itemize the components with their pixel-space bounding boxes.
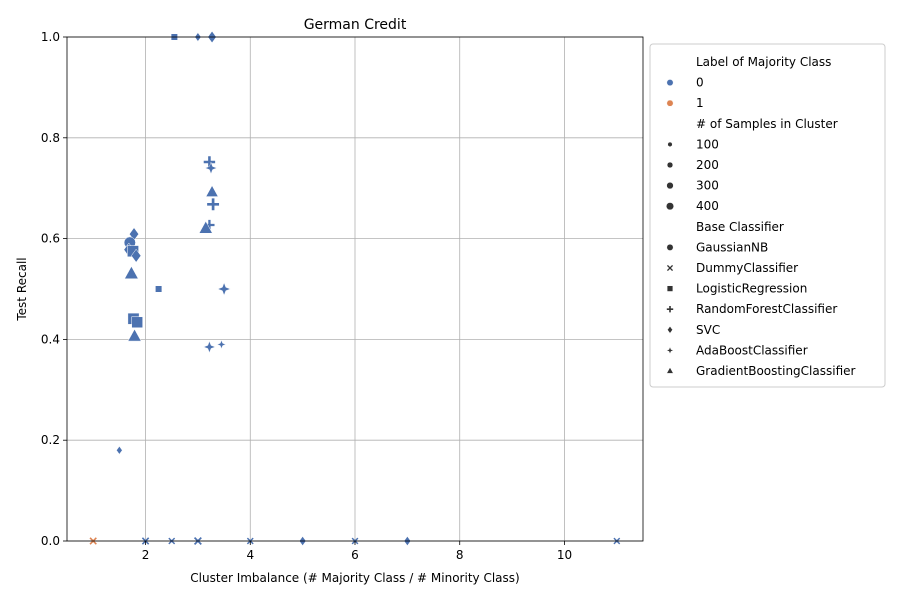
x-axis-label: Cluster Imbalance (# Majority Class / # …: [190, 571, 519, 585]
chart-title: German Credit: [304, 17, 407, 33]
plot-frame: [66, 36, 644, 542]
grid: [67, 36, 643, 542]
legend-size-marker: [666, 161, 674, 169]
x-tick-label: 2: [142, 548, 150, 562]
legend-size-entry: 100: [696, 137, 719, 151]
y-tick-label: 0.2: [41, 433, 60, 447]
data-point: [207, 198, 220, 211]
y-axis-label: Test Recall: [15, 257, 29, 321]
legend-style-marker: [667, 325, 673, 334]
y-tick-label: 0.6: [41, 232, 60, 246]
legend-box: [649, 43, 886, 388]
x-tick-label: 8: [456, 548, 464, 562]
data-point: [124, 265, 139, 280]
data-point: [203, 156, 216, 168]
legend-hue-entry: 0: [696, 76, 704, 90]
legend-hue-title: Label of Majority Class: [696, 55, 831, 69]
legend-style-entry: GradientBoostingClassifier: [696, 364, 856, 378]
legend-size-title: # of Samples in Cluster: [696, 117, 838, 131]
data-point: [127, 328, 142, 342]
legend-swatch: [666, 99, 674, 107]
legend-size-entry: 200: [696, 158, 719, 172]
legend-style-marker: [666, 243, 674, 251]
legend-style-entry: DummyClassifier: [696, 261, 798, 275]
data-point: [131, 316, 143, 329]
data-point: [203, 340, 216, 354]
legend-style-entry: LogisticRegression: [696, 282, 807, 296]
legend-style-entry: AdaBoostClassifier: [696, 343, 808, 357]
legend-style-entry: RandomForestClassifier: [696, 302, 837, 316]
legend-swatch: [666, 79, 674, 87]
data-point: [131, 248, 142, 263]
legend-style-marker: [665, 346, 675, 355]
data-point: [205, 185, 219, 197]
legend-size-entry: 300: [696, 179, 719, 193]
x-tick-label: 6: [351, 548, 359, 562]
legend-style-marker: [666, 285, 674, 292]
y-tick-label: 0.8: [41, 131, 60, 145]
legend-style-marker: [666, 264, 674, 272]
data-point: [155, 285, 163, 293]
legend-style-entry: SVC: [696, 323, 720, 337]
data-point: [116, 445, 123, 455]
axes: 2 4 6 8 10 0.0 0.2 0.4 0.6 0.8 1.0: [41, 30, 644, 562]
data-point: [204, 161, 218, 175]
data-point: [198, 220, 213, 234]
y-tick-label: 0.4: [41, 332, 60, 346]
legend-size-marker: [667, 141, 673, 147]
legend-size-entry: 400: [696, 199, 719, 213]
data-point: [216, 339, 227, 350]
x-tick-label: 4: [246, 548, 254, 562]
legend: Label of Majority Class 0 1 # of Samples in…: [649, 43, 886, 388]
legend-style-entry: GaussianNB: [696, 240, 768, 254]
legend-style-title: Base Classifier: [696, 220, 784, 234]
legend-style-marker: [666, 306, 674, 313]
legend-hue-entry: 1: [696, 96, 704, 110]
y-tick-label: 0.0: [41, 534, 60, 548]
legend-style-marker: [666, 366, 674, 374]
x-tick-label: 10: [557, 548, 572, 562]
legend-size-marker: [666, 181, 674, 190]
legend-size-marker: [666, 202, 674, 211]
data-point: [217, 282, 231, 296]
y-tick-label: 1.0: [41, 30, 60, 44]
